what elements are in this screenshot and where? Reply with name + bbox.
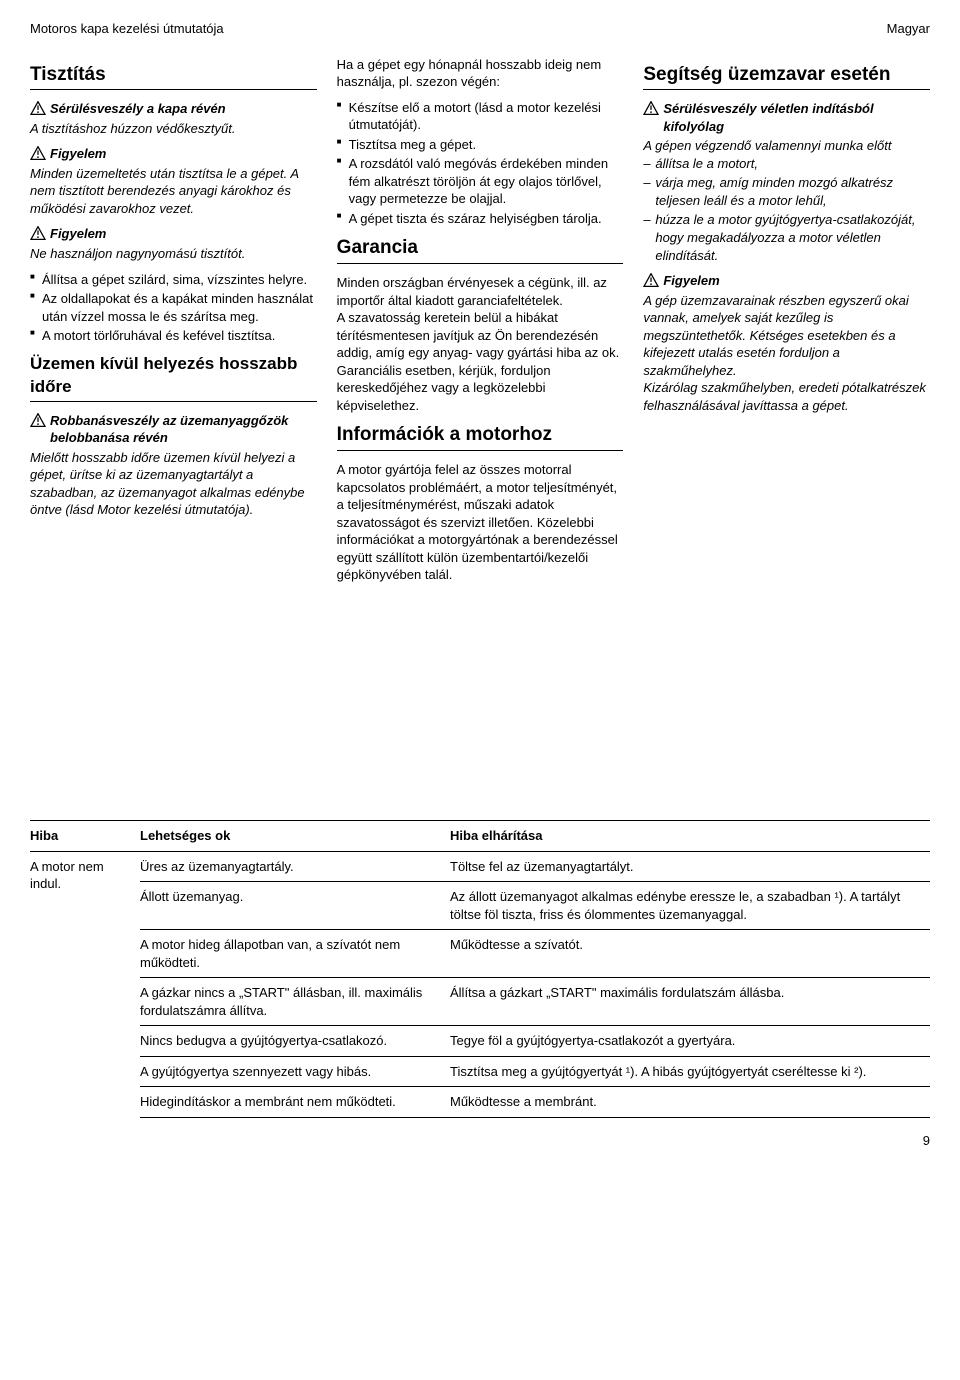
table-cell: Tegye föl a gyújtógyertya-csatlakozót a … [450, 1026, 930, 1057]
warning-title: Figyelem [50, 145, 106, 163]
table-cell: Üres az üzemanyagtartály. [140, 851, 450, 882]
warning-title: Robbanásveszély az üzemanyaggőzök belobb… [50, 412, 317, 447]
warning-text: Mielőtt hosszabb időre üzemen kívül hely… [30, 449, 317, 519]
list-item: A rozsdától való megóvás érdekében minde… [337, 155, 624, 208]
header-right: Magyar [887, 20, 930, 38]
warning-triangle-icon [30, 413, 46, 427]
column-3: Segítség üzemzavar esetén Sérülésveszély… [643, 56, 930, 592]
warning-text: A gépen végzendő valamennyi munka előtt [643, 137, 930, 155]
column-2: Ha a gépet egy hónapnál hosszabb ideig n… [337, 56, 624, 592]
heading-garancia: Garancia [337, 235, 624, 264]
warning-text: Minden üzemeltetés után tisztítsa le a g… [30, 165, 317, 218]
warning-triangle-icon [30, 101, 46, 115]
warning-title: Sérülésveszély véletlen indításból kifol… [663, 100, 930, 135]
warning-triangle-icon [30, 226, 46, 240]
warning-block: Robbanásveszély az üzemanyaggőzök belobb… [30, 412, 317, 447]
warning-block: Figyelem [643, 272, 930, 290]
page-number: 9 [30, 1132, 930, 1150]
list-item: várja meg, amíg minden mozgó alkatrész t… [643, 174, 930, 209]
table-cell: Töltse fel az üzemanyagtartályt. [450, 851, 930, 882]
warning-text: A gép üzemzavarainak részben egyszerű ok… [643, 292, 930, 380]
list-item: húzza le a motor gyújtógyertya-csatlakoz… [643, 211, 930, 264]
warning-title: Sérülésveszély a kapa révén [50, 100, 226, 118]
bullet-list: Állítsa a gépet szilárd, sima, vízszinte… [30, 271, 317, 345]
warning-triangle-icon [643, 273, 659, 287]
troubleshooting-table: Hiba Lehetséges ok Hiba elhárítása A mot… [30, 820, 930, 1118]
table-row: Hidegindításkor a membránt nem működteti… [30, 1087, 930, 1118]
table-cell: A gázkar nincs a „START" állásban, ill. … [140, 978, 450, 1026]
warning-block: Sérülésveszély véletlen indításból kifol… [643, 100, 930, 135]
column-1: Tisztítás Sérülésveszély a kapa révén A … [30, 56, 317, 592]
three-column-layout: Tisztítás Sérülésveszély a kapa révén A … [30, 56, 930, 592]
table-cell: Állott üzemanyag. [140, 882, 450, 930]
table-row: Állott üzemanyag. Az állott üzemanyagot … [30, 882, 930, 930]
warning-text: A tisztításhoz húzzon védőkesztyűt. [30, 120, 317, 138]
table-row: A gázkar nincs a „START" állásban, ill. … [30, 978, 930, 1026]
table-cell: Az állott üzemanyagot alkalmas edénybe e… [450, 882, 930, 930]
table-header-ok: Lehetséges ok [140, 820, 450, 851]
table-row: A motor nem indul. Üres az üzemanyagtart… [30, 851, 930, 882]
warning-triangle-icon [30, 146, 46, 160]
bullet-list: Készítse elő a motort (lásd a motor keze… [337, 99, 624, 228]
heading-tisztitas: Tisztítás [30, 62, 317, 91]
list-item: Állítsa a gépet szilárd, sima, vízszinte… [30, 271, 317, 289]
heading-uzemen: Üzemen kívül helyezés hosszabb időre [30, 353, 317, 402]
vertical-spacer [30, 592, 930, 802]
table-cell: A motor nem indul. [30, 851, 140, 1117]
dash-list: állítsa le a motort, várja meg, amíg min… [643, 155, 930, 264]
warning-triangle-icon [643, 101, 659, 115]
table-header-elharitasa: Hiba elhárítása [450, 820, 930, 851]
table-cell: Nincs bedugva a gyújtógyertya-csatlakozó… [140, 1026, 450, 1057]
heading-informaciok: Információk a motorhoz [337, 422, 624, 451]
list-item: Tisztítsa meg a gépet. [337, 136, 624, 154]
list-item: A gépet tiszta és száraz helyiségben tár… [337, 210, 624, 228]
warning-title: Figyelem [50, 225, 106, 243]
table-header-row: Hiba Lehetséges ok Hiba elhárítása [30, 820, 930, 851]
list-item: Az oldallapokat és a kapákat minden hasz… [30, 290, 317, 325]
warning-text: Kizárólag szakműhelyben, eredeti pótalka… [643, 379, 930, 414]
page-header: Motoros kapa kezelési útmutatója Magyar [30, 20, 930, 38]
paragraph: A szavatosság keretein belül a hibákat t… [337, 309, 624, 362]
table-row: A motor hideg állapotban van, a szívatót… [30, 930, 930, 978]
paragraph: Minden országban érvényesek a cégünk, il… [337, 274, 624, 309]
paragraph: Ha a gépet egy hónapnál hosszabb ideig n… [337, 56, 624, 91]
heading-segitseg: Segítség üzemzavar esetén [643, 62, 930, 91]
table-header-hiba: Hiba [30, 820, 140, 851]
table-cell: Állítsa a gázkart „START" maximális ford… [450, 978, 930, 1026]
list-item: Készítse elő a motort (lásd a motor keze… [337, 99, 624, 134]
warning-block: Figyelem [30, 225, 317, 243]
table-cell: A gyújtógyertya szennyezett vagy hibás. [140, 1056, 450, 1087]
warning-title: Figyelem [663, 272, 719, 290]
warning-text: Ne használjon nagynyomású tisztítót. [30, 245, 317, 263]
table-cell: A motor hideg állapotban van, a szívatót… [140, 930, 450, 978]
table-row: A gyújtógyertya szennyezett vagy hibás. … [30, 1056, 930, 1087]
table-cell: Hidegindításkor a membránt nem működteti… [140, 1087, 450, 1118]
list-item: A motort törlőruhával és kefével tisztít… [30, 327, 317, 345]
table-row: Nincs bedugva a gyújtógyertya-csatlakozó… [30, 1026, 930, 1057]
header-left: Motoros kapa kezelési útmutatója [30, 20, 224, 38]
table-cell: Működtesse a szívatót. [450, 930, 930, 978]
warning-block: Sérülésveszély a kapa révén [30, 100, 317, 118]
paragraph: A motor gyártója felel az összes motorra… [337, 461, 624, 584]
table-cell: Működtesse a membránt. [450, 1087, 930, 1118]
warning-block: Figyelem [30, 145, 317, 163]
list-item: állítsa le a motort, [643, 155, 930, 173]
table-cell: Tisztítsa meg a gyújtógyertyát ¹). A hib… [450, 1056, 930, 1087]
paragraph: Garanciális esetben, kérjük, forduljon k… [337, 362, 624, 415]
